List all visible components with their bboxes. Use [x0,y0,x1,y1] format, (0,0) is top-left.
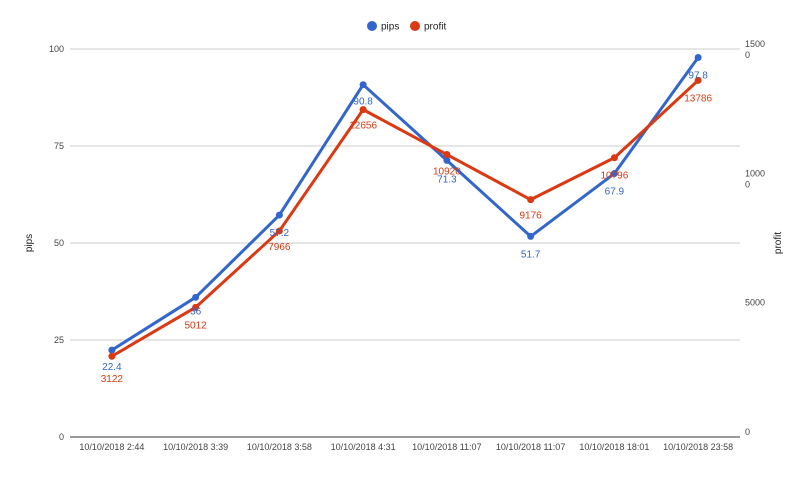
point-pips [108,346,116,354]
data-label-profit: 12656 [349,121,377,132]
point-pips [443,156,451,164]
right-axis-title: profit [773,232,784,254]
data-label-profit: 10920 [433,167,461,178]
left-tick-label: 75 [54,141,64,151]
left-axis-title: pips [24,234,35,252]
x-tick-label: 10/10/2018 3:39 [163,442,228,452]
data-label-profit: 9176 [520,211,543,222]
data-label-pips: 57.2 [270,228,290,239]
data-label-pips: 36 [190,306,202,317]
point-pips [527,232,535,240]
right-tick-label: 1500 0 [745,39,765,60]
series-lines [108,54,702,360]
data-label-pips: 51.7 [521,249,541,260]
left-tick-label: 0 [59,432,64,442]
point-profit [275,227,283,235]
point-profit [527,196,535,204]
left-tick-label: 100 [49,44,64,54]
right-axis-ticks: 0 5000 1000 0 1500 0 [745,39,765,437]
left-axis-ticks: 0 25 50 75 100 [49,44,64,442]
data-label-pips: 67.9 [605,187,625,198]
data-label-profit: 3122 [101,374,124,385]
legend: pips profit [367,21,446,33]
point-pips [694,54,702,62]
left-tick-label: 50 [54,238,64,248]
series-line-pips [111,56,700,352]
x-tick-label: 10/10/2018 23:58 [663,442,733,452]
x-axis-ticks: 10/10/2018 2:44 10/10/2018 3:39 10/10/2018… [79,442,733,452]
point-pips [192,293,200,301]
x-tick-label: 10/10/2018 2:44 [79,442,144,452]
data-label-profit: 13786 [684,93,712,104]
data-labels: 22.4 36 57.2 90.8 71.3 51.7 67.9 97.8 3122 5012 79… [101,71,713,386]
data-label-pips: 97.8 [688,71,708,82]
left-tick-label: 25 [54,335,64,345]
point-pips [359,81,367,89]
right-tick-label: 5000 [745,298,765,308]
series-line-profit [111,79,700,358]
point-profit [694,76,702,84]
right-tick-label: 1000 0 [745,168,765,189]
x-tick-label: 10/10/2018 3:58 [247,442,312,452]
point-pips [610,170,618,178]
point-profit [108,352,116,360]
legend-label-pips: pips [381,22,399,33]
point-profit [443,151,451,159]
data-label-profit: 10796 [600,171,628,182]
data-label-pips: 90.8 [353,97,373,108]
point-profit [192,303,200,311]
point-pips [275,211,283,219]
data-label-pips: 71.3 [437,174,457,185]
point-profit [610,154,618,162]
data-label-profit: 5012 [185,320,208,331]
gridlines [70,48,740,438]
x-tick-label: 10/10/2018 4:31 [331,442,396,452]
legend-label-profit: profit [424,22,446,33]
legend-marker-pips [367,21,377,31]
point-profit [359,106,367,114]
right-tick-label: 0 [745,427,750,437]
legend-marker-profit [410,21,420,31]
x-tick-label: 10/10/2018 11:07 [496,442,565,452]
data-label-profit: 7966 [268,242,291,253]
x-tick-label: 10/10/2018 18:01 [579,442,649,452]
data-label-pips: 22.4 [102,362,122,373]
x-tick-label: 10/10/2018 11:07 [412,442,481,452]
